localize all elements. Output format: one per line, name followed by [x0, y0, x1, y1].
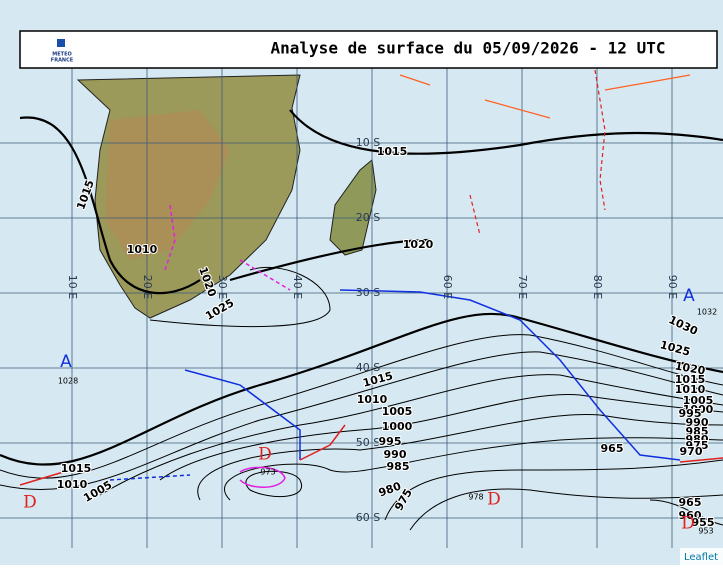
- pressure-center-symbol: D: [258, 445, 272, 465]
- longitude-label: 40 E: [291, 275, 304, 299]
- isobar-label: 965: [601, 442, 624, 455]
- isobar-label: 1010: [57, 478, 88, 491]
- title-box: [19, 30, 718, 69]
- attribution-bg: [680, 548, 723, 565]
- isobar-label: 1015: [61, 462, 92, 475]
- longitude-label: 90 E: [666, 275, 679, 299]
- isobar-label: 1010: [127, 243, 158, 256]
- pressure-center-symbol: D: [681, 514, 695, 534]
- isobar-label: 960: [679, 509, 702, 522]
- latitude-label: 50 S: [356, 436, 380, 449]
- pressure-center-symbol: D: [487, 490, 501, 510]
- isobars: [0, 109, 723, 531]
- isobar-label: 980: [686, 433, 709, 446]
- isobar-label: 1000: [382, 420, 413, 433]
- pressure-center-value: 978: [468, 493, 483, 502]
- isobar-label: 955: [692, 516, 715, 529]
- isobar-label: 1020: [674, 359, 707, 377]
- map-title: Analyse de surface du 05/09/2026 - 12 UT…: [271, 39, 666, 58]
- isobar-label: 995: [379, 435, 402, 448]
- pressure-center-symbol: A: [60, 352, 72, 372]
- pressure-center-value: 973: [260, 468, 275, 477]
- isobar-label: 1015: [377, 145, 408, 158]
- madagascar: [329, 159, 377, 256]
- pressure-center-value: 1032: [697, 308, 717, 317]
- isobar-label: 1015: [675, 373, 706, 386]
- isobar-label: 1005: [683, 394, 714, 407]
- longitude-label: 30 E: [216, 275, 229, 299]
- isobar-label: 1005: [382, 405, 413, 418]
- isobar-label: 990: [384, 448, 407, 461]
- longitude-label: 80 E: [591, 275, 604, 299]
- logo-text: FRANCE: [51, 58, 74, 64]
- isobar-label: 995: [679, 407, 702, 420]
- isobar-label: 1000: [683, 403, 714, 416]
- longitude-label: 20 E: [141, 275, 154, 299]
- pressure-center-value: 1028: [58, 377, 78, 386]
- graticule: [0, 68, 723, 548]
- pressure-center-value: 953: [698, 527, 713, 536]
- highlands: [105, 110, 230, 260]
- isobar-label: 975: [686, 439, 709, 452]
- pressure-center-symbol: D: [23, 493, 37, 513]
- latitude-label: 40 S: [356, 361, 380, 374]
- isobar-label: 985: [686, 425, 709, 438]
- latitude-label: 20 S: [356, 211, 380, 224]
- attribution[interactable]: Leaflet: [684, 552, 718, 563]
- fronts: [19, 69, 723, 488]
- longitude-label: 60 E: [441, 275, 454, 299]
- isobar-label: 1020: [403, 238, 434, 251]
- isobar-label: 1010: [357, 393, 388, 406]
- logo-icon: [57, 39, 65, 47]
- isobar-label: 990: [686, 416, 709, 429]
- latitude-label: 30 S: [356, 286, 380, 299]
- isobar-label: 970: [680, 445, 703, 458]
- logo-text: METEO: [52, 52, 71, 58]
- longitude-label: 10 E: [66, 275, 79, 299]
- pressure-center-symbol: A: [683, 286, 695, 306]
- longitude-label: 70 E: [516, 275, 529, 299]
- latitude-label: 60 S: [356, 511, 380, 524]
- isobar-label: 965: [679, 496, 702, 509]
- isobar-label: 1010: [675, 383, 706, 396]
- latitude-label: 10 S: [356, 136, 380, 149]
- isobar-label: 985: [387, 460, 410, 473]
